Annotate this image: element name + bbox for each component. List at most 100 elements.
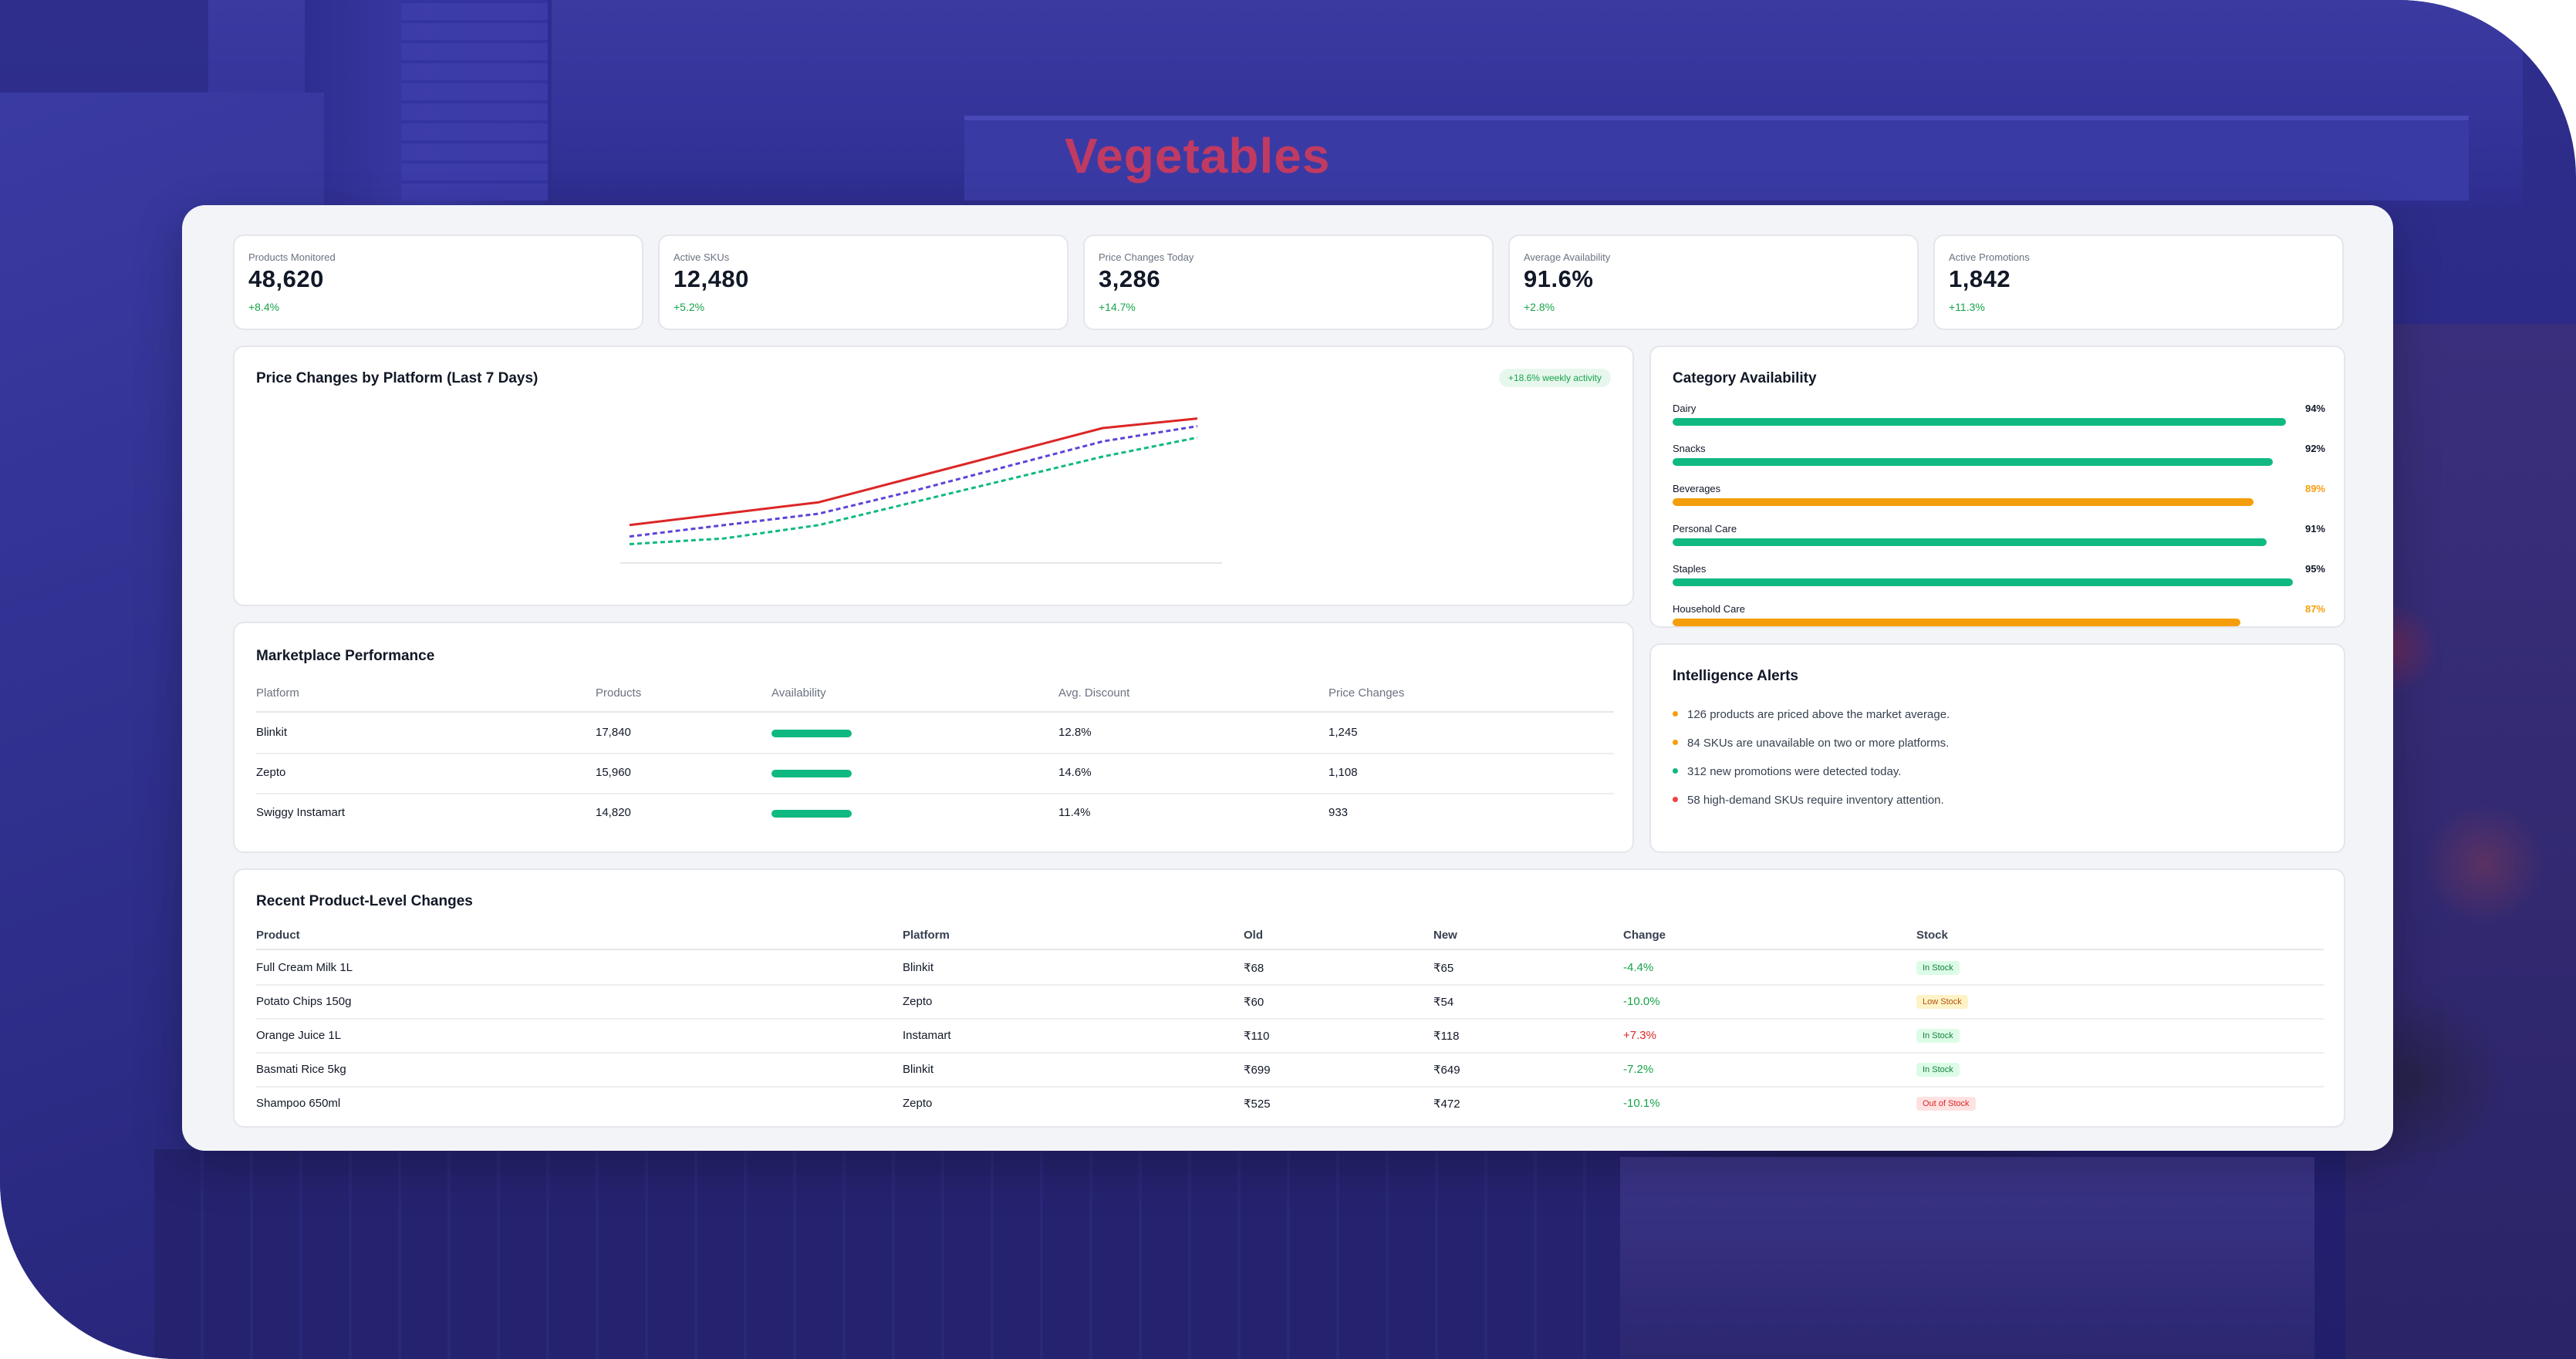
new-price-cell: ₹649 bbox=[1433, 1064, 1460, 1077]
alert-dot-icon bbox=[1673, 767, 1678, 774]
change-cell: +7.3% bbox=[1623, 1029, 1656, 1042]
chart-series-line-1 bbox=[629, 417, 1198, 527]
category-progress-track bbox=[1673, 619, 2325, 626]
changes-cell: 1,245 bbox=[1329, 726, 1358, 739]
col-header-platform: Platform bbox=[903, 929, 950, 942]
alert-text: 58 high-demand SKUs require inventory at… bbox=[1687, 794, 1944, 807]
intelligence-alerts-panel: Intelligence Alerts 126 products are pri… bbox=[1649, 643, 2345, 853]
stock-cell: Out of Stock bbox=[1916, 1097, 1976, 1111]
platform-cell: Blinkit bbox=[256, 726, 288, 739]
store-sign bbox=[964, 116, 2469, 201]
kpi-delta: +14.7% bbox=[1099, 301, 1136, 313]
kpi-card-active-skus[interactable]: Active SKUs 12,480 +5.2% bbox=[658, 234, 1069, 330]
kpi-label: Active SKUs bbox=[674, 251, 730, 263]
category-name: Household Care bbox=[1673, 603, 1745, 615]
alert-text: 84 SKUs are unavailable on two or more p… bbox=[1687, 737, 1950, 750]
recent-changes-panel: Recent Product-Level Changes Product Pla… bbox=[233, 868, 2345, 1128]
table-row[interactable]: Blinkit 17,840 12.8% 1,245 bbox=[256, 714, 1614, 754]
availability-bar bbox=[771, 730, 852, 737]
kpi-delta: +8.4% bbox=[248, 301, 280, 313]
col-header-avg-discount: Avg. Discount bbox=[1058, 686, 1130, 700]
category-availability-panel: Category Availability Dairy 94% Snacks 9… bbox=[1649, 346, 2345, 628]
table-row[interactable]: Swiggy Instamart 14,820 11.4% 933 bbox=[256, 794, 1614, 835]
table-row[interactable]: Orange Juice 1L Instamart ₹110 ₹118 +7.3… bbox=[256, 1020, 2324, 1054]
category-progress-track bbox=[1673, 498, 2325, 506]
category-progress-track bbox=[1673, 418, 2325, 426]
old-price-cell: ₹699 bbox=[1244, 1064, 1271, 1077]
alert-item[interactable]: 126 products are priced above the market… bbox=[1673, 708, 1950, 721]
col-header-products: Products bbox=[596, 686, 642, 700]
category-row-household-care: Household Care 87% bbox=[1673, 603, 2325, 639]
store-shutter bbox=[401, 0, 548, 201]
stock-badge: In Stock bbox=[1916, 1029, 1960, 1043]
alert-item[interactable]: 312 new promotions were detected today. bbox=[1673, 765, 1901, 778]
category-progress-fill bbox=[1673, 498, 2254, 506]
platform-cell: Zepto bbox=[256, 766, 286, 779]
kpi-label: Active Promotions bbox=[1949, 251, 2030, 263]
alert-text: 312 new promotions were detected today. bbox=[1687, 765, 1902, 778]
marketplace-table-header: Platform Products Availability Avg. Disc… bbox=[256, 686, 1614, 713]
table-row[interactable]: Zepto 15,960 14.6% 1,108 bbox=[256, 754, 1614, 794]
kpi-label: Products Monitored bbox=[248, 251, 336, 263]
chart-series-line-3 bbox=[629, 436, 1198, 545]
stock-cell: In Stock bbox=[1916, 1063, 1960, 1077]
changes-cell: 933 bbox=[1329, 806, 1349, 819]
product-cell: Potato Chips 150g bbox=[256, 995, 352, 1008]
old-price-cell: ₹525 bbox=[1244, 1098, 1271, 1111]
table-row[interactable]: Basmati Rice 5kg Blinkit ₹699 ₹649 -7.2%… bbox=[256, 1054, 2324, 1088]
change-cell: -10.0% bbox=[1623, 995, 1660, 1008]
col-header-change: Change bbox=[1623, 929, 1666, 942]
kpi-value: 12,480 bbox=[674, 265, 749, 292]
dashboard-card: Products Monitored 48,620 +8.4% Active S… bbox=[182, 205, 2393, 1151]
price-changes-chart-panel: Price Changes by Platform (Last 7 Days) … bbox=[233, 346, 1634, 606]
kpi-value: 48,620 bbox=[248, 265, 324, 292]
availability-bar bbox=[771, 810, 852, 818]
price-changes-line-chart bbox=[620, 417, 1222, 564]
new-price-cell: ₹472 bbox=[1433, 1098, 1460, 1111]
produce-crate bbox=[1620, 1157, 2314, 1359]
category-progress-fill bbox=[1673, 578, 2293, 586]
stock-badge: In Stock bbox=[1916, 1063, 1960, 1077]
alert-item[interactable]: 84 SKUs are unavailable on two or more p… bbox=[1673, 737, 1949, 750]
col-header-price-changes: Price Changes bbox=[1329, 686, 1405, 700]
table-row[interactable]: Potato Chips 150g Zepto ₹60 ₹54 -10.0% L… bbox=[256, 986, 2324, 1020]
category-availability-title: Category Availability bbox=[1673, 370, 1817, 386]
table-row[interactable]: Shampoo 650ml Zepto ₹525 ₹472 -10.1% Out… bbox=[256, 1088, 2324, 1121]
kpi-delta: +11.3% bbox=[1949, 301, 1985, 313]
alert-item[interactable]: 58 high-demand SKUs require inventory at… bbox=[1673, 794, 1944, 807]
col-header-old: Old bbox=[1244, 929, 1263, 942]
category-row-dairy: Dairy 94% bbox=[1673, 403, 2325, 438]
stock-cell: Low Stock bbox=[1916, 995, 1968, 1010]
change-cell: -10.1% bbox=[1623, 1097, 1660, 1110]
chart-series-line-2 bbox=[629, 425, 1198, 538]
availability-bar bbox=[771, 770, 852, 777]
discount-cell: 11.4% bbox=[1058, 806, 1091, 819]
category-progress-track bbox=[1673, 578, 2325, 586]
kpi-card-active-promotions[interactable]: Active Promotions 1,842 +11.3% bbox=[1933, 234, 2344, 330]
marketplace-performance-panel: Marketplace Performance Platform Product… bbox=[233, 622, 1634, 853]
kpi-value: 91.6% bbox=[1524, 265, 1594, 292]
stock-badge: In Stock bbox=[1916, 961, 1960, 975]
discount-cell: 12.8% bbox=[1058, 726, 1092, 739]
kpi-card-products-monitored[interactable]: Products Monitored 48,620 +8.4% bbox=[233, 234, 643, 330]
category-row-personal-care: Personal Care 91% bbox=[1673, 523, 2325, 558]
platform-cell: Swiggy Instamart bbox=[256, 806, 346, 819]
stock-badge: Out of Stock bbox=[1916, 1097, 1976, 1111]
col-header-platform: Platform bbox=[256, 686, 299, 700]
category-row-snacks: Snacks 92% bbox=[1673, 443, 2325, 478]
table-row[interactable]: Full Cream Milk 1L Blinkit ₹68 ₹65 -4.4%… bbox=[256, 952, 2324, 986]
category-percent: 92% bbox=[2304, 443, 2325, 454]
category-row-staples: Staples 95% bbox=[1673, 563, 2325, 599]
product-cell: Basmati Rice 5kg bbox=[256, 1063, 346, 1076]
kpi-card-price-changes-today[interactable]: Price Changes Today 3,286 +14.7% bbox=[1083, 234, 1494, 330]
new-price-cell: ₹54 bbox=[1433, 996, 1454, 1009]
recent-changes-title: Recent Product-Level Changes bbox=[256, 893, 473, 909]
category-percent: 95% bbox=[2304, 563, 2325, 575]
category-progress-track bbox=[1673, 538, 2325, 546]
category-progress-fill bbox=[1673, 538, 2267, 546]
alert-dot-icon bbox=[1673, 710, 1678, 717]
product-cell: Shampoo 650ml bbox=[256, 1097, 341, 1110]
kpi-card-average-availability[interactable]: Average Availability 91.6% +2.8% bbox=[1508, 234, 1919, 330]
product-cell: Orange Juice 1L bbox=[256, 1029, 342, 1042]
category-name: Beverages bbox=[1673, 483, 1721, 494]
